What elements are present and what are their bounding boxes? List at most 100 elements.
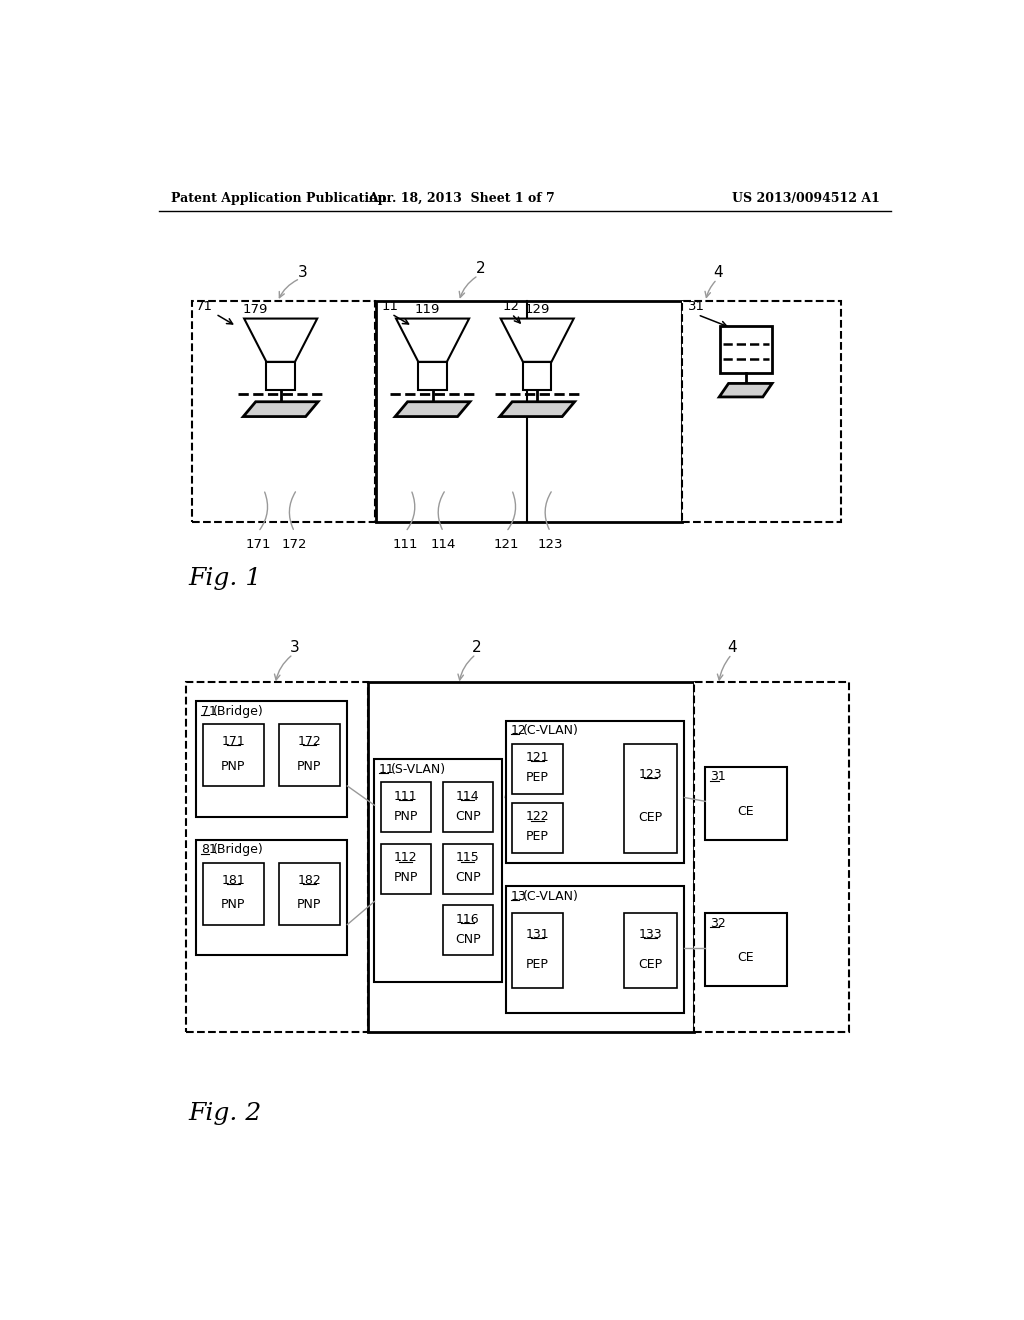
Bar [442,843,493,894]
Text: 111: 111 [392,539,418,552]
Text: PNP: PNP [221,899,246,911]
Bar [203,725,263,785]
Text: 123: 123 [639,768,663,780]
Text: 11: 11 [381,300,398,313]
Text: 111: 111 [394,789,418,803]
Text: 114: 114 [456,789,479,803]
Text: 3: 3 [298,265,307,280]
Text: US 2013/0094512 A1: US 2013/0094512 A1 [732,191,880,205]
Text: 2: 2 [472,640,481,655]
Text: PNP: PNP [393,809,418,822]
Text: 112: 112 [394,851,418,865]
Bar [512,803,563,853]
Text: 121: 121 [525,751,550,764]
Text: PNP: PNP [221,760,246,772]
Bar [369,682,693,1032]
Text: 115: 115 [456,851,479,865]
Text: PEP: PEP [526,830,549,843]
Text: PNP: PNP [297,760,322,772]
Text: (C-VLAN): (C-VLAN) [522,890,579,903]
Text: PEP: PEP [526,771,549,784]
Text: PEP: PEP [526,958,549,970]
Bar [375,759,503,982]
Bar [419,362,446,391]
Bar [693,682,849,1032]
Bar [280,863,340,924]
Bar [197,840,347,956]
Text: 32: 32 [710,916,726,929]
Polygon shape [396,318,469,362]
Bar [191,301,375,521]
Bar [682,301,841,521]
Polygon shape [501,318,573,362]
Bar [280,725,340,785]
Text: 171: 171 [221,735,246,748]
Polygon shape [244,401,318,417]
Bar [381,843,431,894]
Text: CEP: CEP [638,958,663,970]
Polygon shape [719,383,772,397]
Text: 179: 179 [243,302,268,315]
Bar [523,362,552,391]
Bar [442,906,493,956]
Bar [186,682,369,1032]
Text: 71: 71 [197,300,213,313]
Text: 31: 31 [710,770,726,783]
Text: 2: 2 [476,261,485,276]
Text: CNP: CNP [455,809,480,822]
Bar [376,301,682,521]
Text: 133: 133 [639,928,663,941]
Bar [381,781,431,832]
Text: CE: CE [737,805,755,818]
Text: 129: 129 [524,302,550,315]
Text: CE: CE [737,952,755,964]
Bar [512,743,563,793]
Polygon shape [395,401,470,417]
Text: 12: 12 [511,723,526,737]
Text: 31: 31 [687,300,705,313]
Text: 182: 182 [298,874,322,887]
Text: Fig. 1: Fig. 1 [188,566,262,590]
Text: 71: 71 [201,705,217,718]
Text: 81: 81 [201,843,217,857]
Text: 181: 181 [221,874,246,887]
Text: 12: 12 [503,300,519,313]
Bar [506,886,684,1014]
Polygon shape [244,318,317,362]
Text: CNP: CNP [455,933,480,946]
Text: (S-VLAN): (S-VLAN) [391,763,446,776]
Polygon shape [500,401,574,417]
Bar [720,326,772,374]
Bar [624,743,677,853]
Text: 3: 3 [290,640,299,655]
Text: 13: 13 [511,890,526,903]
Text: Apr. 18, 2013  Sheet 1 of 7: Apr. 18, 2013 Sheet 1 of 7 [368,191,555,205]
Bar [706,913,786,986]
Text: 121: 121 [494,539,519,552]
Bar [266,362,295,391]
Text: CNP: CNP [455,871,480,884]
Text: Patent Application Publication: Patent Application Publication [171,191,386,205]
Bar [624,913,677,989]
Bar [197,701,347,817]
Bar [706,767,786,840]
Bar [203,863,263,924]
Text: 119: 119 [415,302,440,315]
Text: 116: 116 [456,913,479,925]
Text: 131: 131 [525,928,550,941]
Text: 172: 172 [298,735,322,748]
Bar [442,781,493,832]
Text: (Bridge): (Bridge) [213,843,263,857]
Text: 171: 171 [246,539,271,552]
Text: 172: 172 [282,539,307,552]
Text: (Bridge): (Bridge) [213,705,263,718]
Bar [512,913,563,989]
Text: 123: 123 [538,539,563,552]
Text: 4: 4 [714,265,723,280]
Text: 11: 11 [379,763,395,776]
Text: 122: 122 [525,810,550,824]
Bar [506,721,684,863]
Text: Fig. 2: Fig. 2 [188,1102,262,1125]
Text: PNP: PNP [297,899,322,911]
Text: (C-VLAN): (C-VLAN) [522,723,579,737]
